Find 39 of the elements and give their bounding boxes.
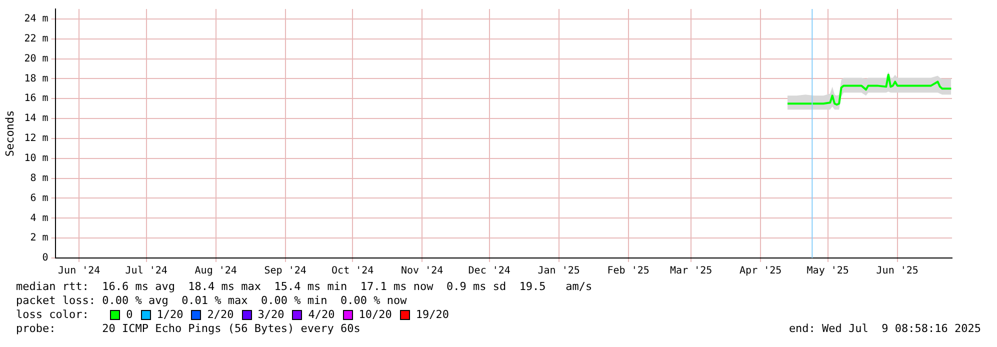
text: probe: 20 ICMP Echo Pings (56 Bytes) every 60s	[16, 322, 360, 336]
y-tick-label: 6 m	[30, 192, 48, 204]
y-tick-label: 10 m	[24, 152, 48, 164]
x-tick-label: Jul '24	[125, 266, 168, 277]
x-tick-label: Jan '25	[538, 266, 580, 277]
y-tick-label: 4 m	[30, 212, 48, 224]
y-tick-label: 18 m	[24, 73, 48, 84]
text: end: Wed Jul 9 08:58:16 2025	[788, 322, 981, 336]
legend-label: 4/20	[308, 308, 335, 322]
legend-label: 10/20	[358, 308, 392, 322]
legend-label: 3/20	[258, 308, 284, 322]
x-tick-label: Feb '25	[607, 266, 650, 277]
y-tick-label: 8 m	[30, 172, 48, 184]
x-tick-label: Sep '24	[264, 266, 306, 277]
legend-label: 0	[126, 308, 133, 322]
legend-label: 2/20	[207, 308, 234, 322]
x-tick-label: Aug '24	[194, 266, 237, 277]
x-tick-label: Mar '25	[670, 266, 712, 277]
x-tick-label: Jun '25	[876, 266, 918, 277]
y-tick-label: 22 m	[24, 33, 48, 44]
y-tick-label: 2 m	[30, 232, 48, 244]
x-tick-label: Dec '24	[468, 266, 510, 277]
y-tick-label: 20 m	[24, 53, 48, 64]
y-tick-label: 0	[42, 252, 48, 264]
x-tick-label: May '25	[806, 266, 849, 277]
text: median rtt: 16.6 ms avg 18.4 ms max 15.4 ms min 17.1 ms now 0.9 ms sd 19.5 am/s	[16, 280, 594, 294]
x-tick-label: Nov '24	[401, 266, 444, 277]
x-tick-label: Apr '25	[740, 266, 782, 277]
y-tick-label: 16 m	[24, 93, 48, 104]
x-tick-label: Jun '24	[58, 266, 100, 277]
legend-label: 19/20	[416, 308, 449, 322]
text: packet loss: 0.00 % avg 0.01 % max 0.00 % min 0.00 % now	[16, 294, 408, 308]
y-tick-label: 12 m	[24, 133, 48, 144]
legend-title: loss color:	[16, 308, 90, 322]
y-tick-label: 24 m	[24, 14, 48, 25]
legend-label: 1/20	[156, 308, 184, 322]
y-axis-title: Seconds	[3, 110, 16, 157]
x-tick-label: Oct '24	[332, 266, 374, 277]
y-tick-label: 14 m	[24, 113, 48, 124]
